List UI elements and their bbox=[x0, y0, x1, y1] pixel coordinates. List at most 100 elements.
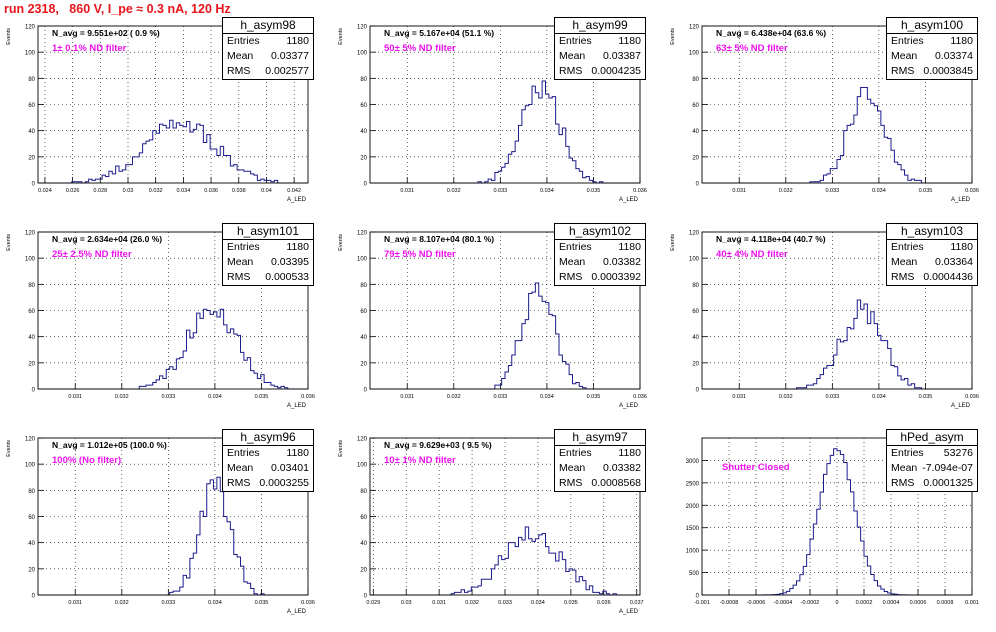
stats-histogram-name: h_asym96 bbox=[223, 430, 313, 446]
filter-label: 50± 5% ND filter bbox=[384, 43, 456, 54]
stats-label: Entries bbox=[891, 35, 924, 47]
stats-row-entries: Entries 1180 bbox=[887, 34, 977, 49]
x-tick-label: 0.031 bbox=[400, 188, 414, 194]
y-tick-label: 40 bbox=[692, 335, 699, 341]
stats-value-entries: 1180 bbox=[618, 447, 641, 459]
x-tick-label: -0.0006 bbox=[747, 600, 766, 606]
y-tick-label: 60 bbox=[360, 515, 367, 521]
stats-box: h_asym98 Entries 1180 Mean 0.03377 RMS 0.00257… bbox=[222, 17, 314, 80]
histogram-pad-hPed_asym: 0 500 1000 1500 2000 2500 3000 -0.001 -0.0008 -0.… bbox=[664, 426, 994, 632]
y-axis-label: Events bbox=[338, 440, 344, 457]
stats-value-entries: 1180 bbox=[286, 35, 309, 47]
x-axis-label: A_LED bbox=[287, 403, 307, 409]
stats-value-entries: 1180 bbox=[286, 241, 309, 253]
stats-row-mean: Mean 0.03377 bbox=[223, 49, 313, 64]
filter-label: 1± 0.1% ND filter bbox=[52, 43, 127, 54]
x-tick-label: 0.035 bbox=[255, 394, 269, 400]
x-tick-label: 0.036 bbox=[597, 600, 611, 606]
y-tick-label: 20 bbox=[28, 361, 35, 367]
x-axis-label: A_LED bbox=[619, 197, 639, 203]
stats-label: Entries bbox=[559, 35, 592, 47]
stats-label: RMS bbox=[559, 271, 583, 283]
x-axis-label: A_LED bbox=[619, 403, 639, 409]
stats-label: Mean bbox=[559, 50, 586, 62]
stats-value-entries: 1180 bbox=[950, 241, 973, 253]
y-tick-label: 60 bbox=[692, 103, 699, 109]
y-tick-label: 120 bbox=[25, 25, 36, 31]
stats-row-mean: Mean 0.03395 bbox=[223, 255, 313, 270]
stats-label: RMS bbox=[559, 477, 583, 489]
x-tick-label: 0.031 bbox=[400, 394, 414, 400]
stats-histogram-name: h_asym97 bbox=[555, 430, 645, 446]
stats-row-rms: RMS 0.0004436 bbox=[887, 270, 977, 285]
stats-label: RMS bbox=[227, 477, 251, 489]
n-avg-label: N_avg = 9.551e+02 ( 0.9 %) bbox=[52, 28, 160, 38]
y-tick-label: 80 bbox=[28, 283, 35, 289]
x-axis-label: A_LED bbox=[287, 197, 307, 203]
x-tick-label: 0.0006 bbox=[910, 600, 927, 606]
stats-value-mean: -7.094e-07 bbox=[922, 462, 973, 474]
stats-value-mean: 0.03382 bbox=[603, 462, 641, 474]
y-tick-label: 100 bbox=[25, 51, 36, 57]
y-tick-label: 0 bbox=[696, 594, 700, 600]
x-tick-label: 0.036 bbox=[301, 600, 315, 606]
stats-row-entries: Entries 1180 bbox=[223, 34, 313, 49]
x-tick-label: 0.031 bbox=[432, 600, 446, 606]
stats-histogram-name: h_asym100 bbox=[887, 18, 977, 34]
filter-label: Shutter Closed bbox=[722, 462, 790, 473]
x-tick-label: 0.034 bbox=[872, 188, 886, 194]
stats-box: h_asym99 Entries 1180 Mean 0.03387 RMS 0.00042… bbox=[554, 17, 646, 80]
stats-row-mean: Mean -7.094e-07 bbox=[887, 461, 977, 476]
histogram-pad-h_asym99: 0 20 40 60 80 100 120 0.031 0.032 0.033 0.034 0.035… bbox=[332, 14, 662, 220]
x-tick-label: 0.033 bbox=[825, 394, 839, 400]
x-tick-label: 0.032 bbox=[447, 188, 461, 194]
n-avg-label: N_avg = 4.118e+04 (40.7 %) bbox=[716, 234, 826, 244]
x-tick-label: 0.033 bbox=[161, 394, 175, 400]
x-axis-label: A_LED bbox=[619, 609, 639, 615]
stats-row-rms: RMS 0.0003392 bbox=[555, 270, 645, 285]
histogram-bars bbox=[702, 86, 972, 184]
stats-value-rms: 0.0001325 bbox=[923, 477, 973, 489]
y-tick-label: 2500 bbox=[686, 481, 700, 487]
x-tick-label: 0.033 bbox=[161, 600, 175, 606]
plot-frame bbox=[701, 231, 973, 390]
y-axis-label: Events bbox=[6, 28, 12, 45]
y-tick-label: 500 bbox=[689, 571, 700, 577]
x-tick-label: 0 bbox=[835, 600, 838, 606]
y-axis-label: Events bbox=[6, 234, 12, 251]
x-tick-label: 0.024 bbox=[38, 188, 52, 194]
x-tick-label: 0.034 bbox=[531, 600, 545, 606]
y-tick-label: 100 bbox=[357, 257, 368, 263]
y-tick-label: 0 bbox=[32, 594, 36, 600]
y-tick-label: 80 bbox=[28, 77, 35, 83]
x-tick-label: 0.032 bbox=[447, 394, 461, 400]
x-tick-label: 0.038 bbox=[232, 188, 246, 194]
histogram-pad-h_asym98: 0 20 40 60 80 100 120 0.024 0.026 0.028 0.03 0.032 0… bbox=[0, 14, 330, 220]
y-tick-label: 20 bbox=[360, 361, 367, 367]
y-tick-label: 0 bbox=[364, 594, 368, 600]
x-tick-label: 0.036 bbox=[633, 188, 647, 194]
y-axis-label: Events bbox=[338, 234, 344, 251]
stats-label: Mean bbox=[891, 50, 918, 62]
stats-row-rms: RMS 0.0003255 bbox=[223, 476, 313, 491]
y-tick-label: 120 bbox=[689, 231, 700, 237]
y-tick-label: 60 bbox=[692, 309, 699, 315]
x-tick-label: 0.029 bbox=[366, 600, 380, 606]
x-tick-label: 0.034 bbox=[540, 394, 554, 400]
x-tick-label: -0.001 bbox=[694, 600, 710, 606]
y-tick-label: 0 bbox=[696, 182, 700, 188]
x-tick-label: 0.034 bbox=[872, 394, 886, 400]
stats-value-entries: 1180 bbox=[950, 35, 973, 47]
plot-frame bbox=[37, 437, 309, 596]
histogram-plot: 0 500 1000 1500 2000 2500 3000 -0.001 -0.0008 -0.… bbox=[686, 437, 979, 606]
stats-value-mean: 0.03364 bbox=[935, 256, 973, 268]
y-tick-label: 120 bbox=[689, 25, 700, 31]
stats-histogram-name: hPed_asym bbox=[887, 430, 977, 446]
stats-row-mean: Mean 0.03401 bbox=[223, 461, 313, 476]
x-tick-label: 0.032 bbox=[779, 188, 793, 194]
histogram-bars bbox=[370, 80, 640, 184]
y-tick-label: 100 bbox=[357, 51, 368, 57]
y-tick-label: 0 bbox=[32, 388, 36, 394]
stats-histogram-name: h_asym101 bbox=[223, 224, 313, 240]
stats-box: h_asym96 Entries 1180 Mean 0.03401 RMS 0.00032… bbox=[222, 429, 314, 492]
